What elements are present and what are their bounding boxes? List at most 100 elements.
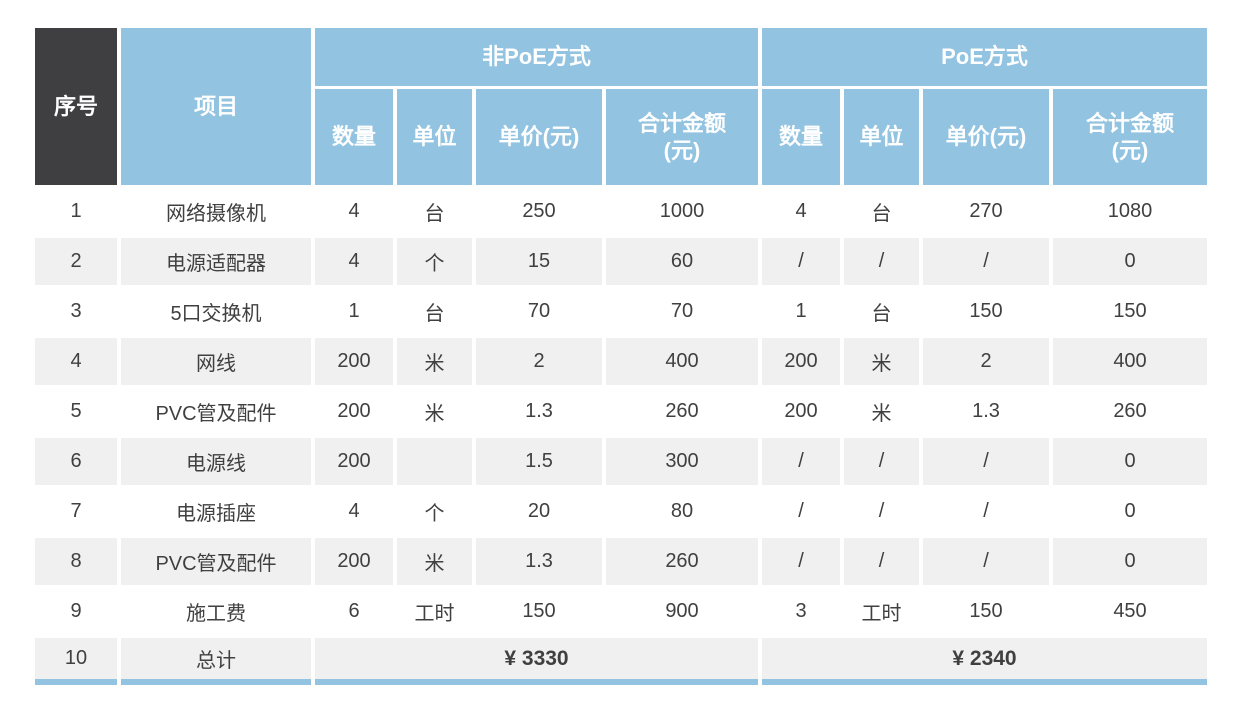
group-header-cell: PoE方式 — [762, 28, 1207, 86]
value-cell: 300 — [606, 438, 758, 485]
value-cell: 150 — [923, 288, 1049, 335]
value-cell: 200 — [315, 438, 393, 485]
row-number-cell: 1 — [35, 188, 117, 235]
value-cell: 150 — [923, 588, 1049, 635]
value-cell: 米 — [397, 338, 472, 385]
item-name-cell: PVC管及配件 — [121, 538, 311, 585]
value-cell: 200 — [315, 388, 393, 435]
cost-comparison-table: 序号 项目 非PoE方式 PoE方式 数量 单位 单价(元) 合计金额 (元) 数量 单位 单价(元… — [31, 25, 1211, 688]
row-number-cell: 2 — [35, 238, 117, 285]
value-cell: 450 — [1053, 588, 1207, 635]
value-cell: 200 — [315, 338, 393, 385]
sub-header-cell: 合计金额 (元) — [606, 89, 758, 185]
value-cell: 0 — [1053, 488, 1207, 535]
sub-header-cell: 单价(元) — [476, 89, 602, 185]
table-row: 9 施工费 6 工时 150 900 3 工时 150 450 — [35, 588, 1207, 635]
value-cell: 台 — [844, 188, 919, 235]
value-cell: 个 — [397, 488, 472, 535]
value-cell: 1.3 — [476, 538, 602, 585]
row-number-cell: 5 — [35, 388, 117, 435]
table-row: 2 电源适配器 4 个 15 60///0 — [35, 238, 1207, 285]
row-number-cell: 10 — [35, 638, 117, 685]
table-body: 1 网络摄像机 4 台 250 1000 4 台 270 1080 2 电源适配器 4 个 15 60///0… — [35, 188, 1207, 685]
value-cell: 0 — [1053, 438, 1207, 485]
value-cell: 1080 — [1053, 188, 1207, 235]
value-cell: 0 — [1053, 538, 1207, 585]
sub-header-cell: 合计金额 (元) — [1053, 89, 1207, 185]
value-cell: 2 — [476, 338, 602, 385]
value-cell: / — [923, 438, 1049, 485]
value-cell: 4 — [315, 488, 393, 535]
value-cell: 0 — [1053, 238, 1207, 285]
value-cell: / — [844, 238, 919, 285]
table-row: 5 PVC管及配件 200 米 1.3 260 200 米 1.3 260 — [35, 388, 1207, 435]
table-row: 6 电源线 200 1.5 300///0 — [35, 438, 1207, 485]
item-name-cell: 电源插座 — [121, 488, 311, 535]
value-cell — [397, 438, 472, 485]
value-cell: 台 — [397, 288, 472, 335]
value-cell: 400 — [1053, 338, 1207, 385]
value-cell: 60 — [606, 238, 758, 285]
item-name-cell: 施工费 — [121, 588, 311, 635]
value-cell: 台 — [397, 188, 472, 235]
row-number-cell: 7 — [35, 488, 117, 535]
total-amount-cell: ¥ 2340 — [762, 638, 1207, 685]
value-cell: 台 — [844, 288, 919, 335]
table-header: 序号 项目 非PoE方式 PoE方式 数量 单位 单价(元) 合计金额 (元) 数量 单位 单价(元… — [35, 28, 1207, 185]
row-number-cell: 3 — [35, 288, 117, 335]
value-cell: 150 — [476, 588, 602, 635]
value-cell: 200 — [762, 338, 840, 385]
row-number-cell: 9 — [35, 588, 117, 635]
value-cell: 1.3 — [476, 388, 602, 435]
value-cell: 1000 — [606, 188, 758, 235]
value-cell: 工时 — [397, 588, 472, 635]
value-cell: / — [844, 488, 919, 535]
value-cell: 260 — [1053, 388, 1207, 435]
sub-header-cell: 数量 — [315, 89, 393, 185]
value-cell: 400 — [606, 338, 758, 385]
value-cell: 260 — [606, 388, 758, 435]
item-name-cell: 电源适配器 — [121, 238, 311, 285]
sub-header-cell: 单位 — [844, 89, 919, 185]
value-cell: 80 — [606, 488, 758, 535]
value-cell: 4 — [762, 188, 840, 235]
row-number-cell: 8 — [35, 538, 117, 585]
value-cell: 2 — [923, 338, 1049, 385]
value-cell: 270 — [923, 188, 1049, 235]
group-header-cell: 非PoE方式 — [315, 28, 758, 86]
value-cell: / — [762, 238, 840, 285]
value-cell: 15 — [476, 238, 602, 285]
value-cell: 米 — [844, 338, 919, 385]
item-name-cell: 网络摄像机 — [121, 188, 311, 235]
item-name-cell: 网线 — [121, 338, 311, 385]
value-cell: 个 — [397, 238, 472, 285]
value-cell: 1.5 — [476, 438, 602, 485]
sub-header-cell: 单价(元) — [923, 89, 1049, 185]
value-cell: / — [762, 438, 840, 485]
value-cell: / — [762, 488, 840, 535]
value-cell: 200 — [315, 538, 393, 585]
value-cell: 6 — [315, 588, 393, 635]
item-name-cell: 5口交换机 — [121, 288, 311, 335]
value-cell: 900 — [606, 588, 758, 635]
group-header-row: 序号 项目 非PoE方式 PoE方式 — [35, 28, 1207, 185]
total-label-cell: 总计 — [121, 638, 311, 685]
value-cell: / — [762, 538, 840, 585]
item-name-cell: PVC管及配件 — [121, 388, 311, 435]
value-cell: 150 — [1053, 288, 1207, 335]
value-cell: 1.3 — [923, 388, 1049, 435]
value-cell: 4 — [315, 238, 393, 285]
table-row: 7 电源插座 4 个 20 80///0 — [35, 488, 1207, 535]
value-cell: 米 — [397, 388, 472, 435]
item-name-cell: 电源线 — [121, 438, 311, 485]
value-cell: / — [844, 438, 919, 485]
value-cell: 3 — [762, 588, 840, 635]
value-cell: 米 — [397, 538, 472, 585]
value-cell: 4 — [315, 188, 393, 235]
value-cell: 1 — [762, 288, 840, 335]
value-cell: 200 — [762, 388, 840, 435]
value-cell: 20 — [476, 488, 602, 535]
value-cell: 70 — [606, 288, 758, 335]
corner-header-cell: 序号 — [35, 28, 117, 185]
